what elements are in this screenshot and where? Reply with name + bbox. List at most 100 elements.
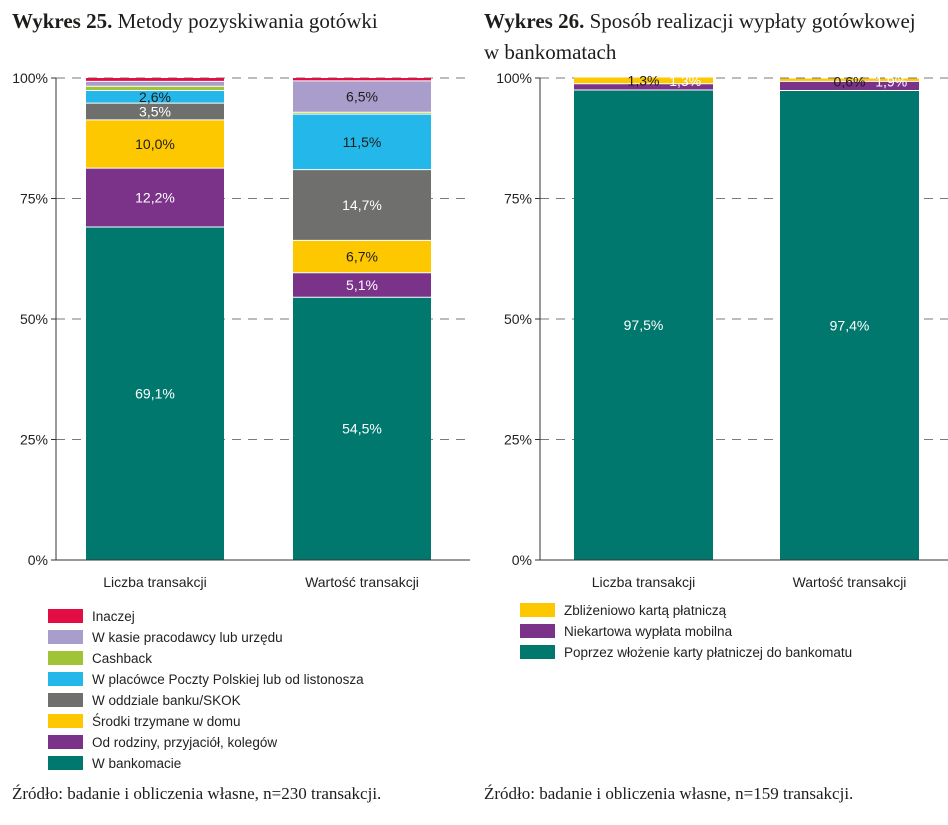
chart-title-left: Wykres 25. Metody pozyskiwania gotówki xyxy=(12,6,462,37)
legend-swatch xyxy=(48,735,83,749)
bar-segment xyxy=(293,240,431,273)
data-label: 6,5% xyxy=(346,89,378,105)
data-label: 1,9% xyxy=(875,74,907,90)
legend-swatch xyxy=(520,624,555,638)
legend-item: Poprzez włożenie karty płatniczej do ban… xyxy=(520,642,852,663)
bar-segment xyxy=(780,90,919,561)
bar-segment xyxy=(574,83,713,91)
legend-item: W oddziale banku/SKOK xyxy=(48,690,364,711)
source-note-right: Źródło: badanie i obliczenia własne, n=1… xyxy=(484,784,854,803)
x-category-label: Wartość transakcji xyxy=(305,574,419,590)
legend-label: Środki trzymane w domu xyxy=(92,714,241,729)
bar-segment xyxy=(86,78,224,82)
legend-swatch xyxy=(48,672,83,686)
chart-title-left-number: Wykres 25. xyxy=(12,9,113,33)
legend-swatch xyxy=(48,693,83,707)
data-label: 5,1% xyxy=(346,277,378,293)
bar-segment xyxy=(86,168,224,227)
legend-right: Zbliżeniowo kartą płatniczą Niekartowa wy… xyxy=(520,600,852,663)
legend-item: Zbliżeniowo kartą płatniczą xyxy=(520,600,852,621)
legend-item: W kasie pracodawcy lub urzędu xyxy=(48,627,364,648)
y-tick-label: 0% xyxy=(512,552,532,568)
y-tick-label: 0% xyxy=(28,552,48,568)
x-category-label: Wartość transakcji xyxy=(793,574,907,590)
chart-panel-right: Wykres 26. Sposób realizacji wypłaty got… xyxy=(472,0,948,825)
legend-swatch xyxy=(48,714,83,728)
data-label: 1,3% xyxy=(669,73,701,89)
legend-label: W oddziale banku/SKOK xyxy=(92,693,241,708)
legend-item: W placówce Poczty Polskiej lub od liston… xyxy=(48,669,364,690)
bar-segment xyxy=(780,78,919,82)
legend-item: Cashback xyxy=(48,648,364,669)
legend-item: Środki trzymane w domu xyxy=(48,711,364,732)
legend-label: Inaczej xyxy=(92,609,135,624)
legend-label: W bankomacie xyxy=(92,756,182,771)
data-label: 6,7% xyxy=(346,249,378,265)
chart-title-left-text: Metody pozyskiwania gotówki xyxy=(117,9,378,33)
y-tick-label: 50% xyxy=(20,311,48,327)
legend-label: Od rodziny, przyjaciół, kolegów xyxy=(92,735,278,750)
legend-label: W kasie pracodawcy lub urzędu xyxy=(92,630,283,645)
data-label: 2,6% xyxy=(139,89,171,105)
legend-item: W bankomacie xyxy=(48,753,364,774)
data-label: 97,5% xyxy=(624,317,664,333)
y-tick-label: 75% xyxy=(20,191,48,207)
data-label: 54,5% xyxy=(342,421,382,437)
x-category-label: Liczba transakcji xyxy=(103,574,207,590)
bar-segment xyxy=(293,272,431,298)
data-label: 69,1% xyxy=(135,385,175,401)
bar-segment xyxy=(86,226,224,561)
data-label: 11,5% xyxy=(343,134,382,150)
bar-segment xyxy=(293,78,431,81)
legend-swatch xyxy=(48,651,83,665)
data-label: 10,0% xyxy=(135,136,175,152)
legend-label: Cashback xyxy=(92,651,153,666)
legend-swatch xyxy=(48,630,83,644)
legend-label: Poprzez włożenie karty płatniczej do ban… xyxy=(564,645,853,660)
bar-segment xyxy=(86,81,224,87)
legend-label: Niekartowa wypłata mobilna xyxy=(564,624,733,639)
bar-segment xyxy=(86,90,224,104)
legend-item: Od rodziny, przyjaciół, kolegów xyxy=(48,732,364,753)
legend-item: Niekartowa wypłata mobilna xyxy=(520,621,852,642)
source-note-left: Źródło: badanie i obliczenia własne, n=2… xyxy=(12,784,382,803)
y-tick-label: 75% xyxy=(504,191,532,207)
chart-panel-left: Wykres 25. Metody pozyskiwania gotówki 0… xyxy=(0,0,472,825)
bar-segment xyxy=(780,81,919,91)
chart-title-right: Wykres 26. Sposób realizacji wypłaty got… xyxy=(484,6,934,68)
chart-title-right-text: Sposób realizacji wypłaty gotówkowej w b… xyxy=(484,9,916,64)
bar-segment xyxy=(86,103,224,120)
bar-segment xyxy=(86,119,224,169)
y-tick-label: 100% xyxy=(12,70,48,86)
x-category-label: Liczba transakcji xyxy=(592,574,696,590)
data-label: 12,2% xyxy=(135,190,175,206)
legend-swatch xyxy=(48,609,83,623)
stacked-bar-chart-left: 0% 25% 50% 75% 100% 69,1% 12,2% 10,0% 3,5%2,6% Li… xyxy=(12,70,470,590)
data-label: 14,7% xyxy=(342,197,382,213)
y-tick-label: 25% xyxy=(20,432,48,448)
stacked-bar-chart-right: 0% 25% 50% 75% 100% 97,5% 1,3% 1,3% Liczba trans… xyxy=(496,70,948,590)
legend-left: Inaczej W kasie pracodawcy lub urzędu Cash… xyxy=(48,606,364,774)
legend-swatch xyxy=(48,756,83,770)
chart-title-right-number: Wykres 26. xyxy=(484,9,585,33)
legend-swatch xyxy=(520,603,555,617)
data-label: 3,5% xyxy=(139,103,171,119)
data-label: 1,3% xyxy=(628,73,660,89)
y-tick-label: 100% xyxy=(496,70,532,86)
legend-label: W placówce Poczty Polskiej lub od liston… xyxy=(92,672,364,687)
legend-swatch xyxy=(520,645,555,659)
data-label: 97,4% xyxy=(830,317,870,333)
bar-segment xyxy=(86,86,224,91)
bar-segment xyxy=(293,112,431,115)
y-tick-label: 50% xyxy=(504,311,532,327)
bar-segment xyxy=(293,297,431,560)
legend-label: Zbliżeniowo kartą płatniczą xyxy=(564,603,727,618)
bar-segment xyxy=(574,90,713,561)
legend-item: Inaczej xyxy=(48,606,364,627)
bar-segment xyxy=(293,169,431,241)
bar-segment xyxy=(293,80,431,113)
data-label: 0,6% xyxy=(834,73,866,89)
bar-segment xyxy=(574,77,713,84)
bar-segment xyxy=(293,114,431,170)
y-tick-label: 25% xyxy=(504,432,532,448)
